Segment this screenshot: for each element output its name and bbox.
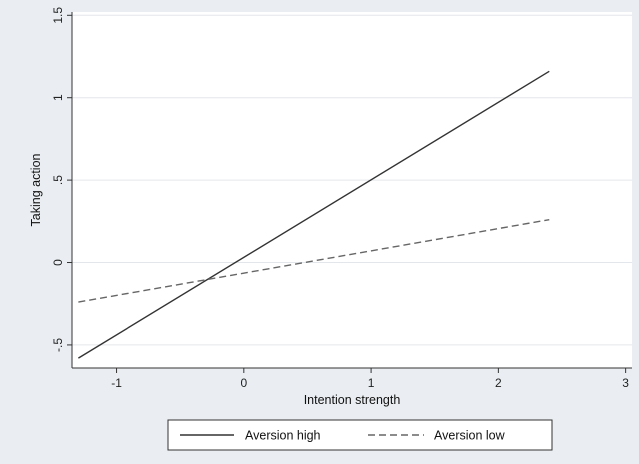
x-tick-label: -1 xyxy=(111,376,122,390)
y-tick-label: 0 xyxy=(51,259,65,266)
x-tick-label: 2 xyxy=(495,376,502,390)
y-tick-label: 1 xyxy=(51,94,65,101)
legend: Aversion high Aversion low xyxy=(167,419,553,451)
y-axis-title: Taking action xyxy=(29,153,43,226)
grid xyxy=(72,14,632,346)
x-tick-label: 0 xyxy=(240,376,247,390)
y-tick-label: 1.5 xyxy=(51,7,65,24)
series xyxy=(77,70,550,359)
x-tick-label: 1 xyxy=(368,376,375,390)
y-tick-label: .5 xyxy=(51,175,65,185)
axes: -.5 0 .5 1 1.5 -1 0 1 2 3 xyxy=(51,7,632,390)
x-axis-title: Intention strength xyxy=(304,393,401,407)
x-tick-label: 3 xyxy=(622,376,629,390)
legend-label-0: Aversion high xyxy=(245,429,321,443)
plot-area xyxy=(72,12,632,368)
series-line-0 xyxy=(77,70,550,359)
series-line-1 xyxy=(78,218,550,303)
legend-label-1: Aversion low xyxy=(434,429,506,443)
y-tick-label: -.5 xyxy=(51,338,65,352)
